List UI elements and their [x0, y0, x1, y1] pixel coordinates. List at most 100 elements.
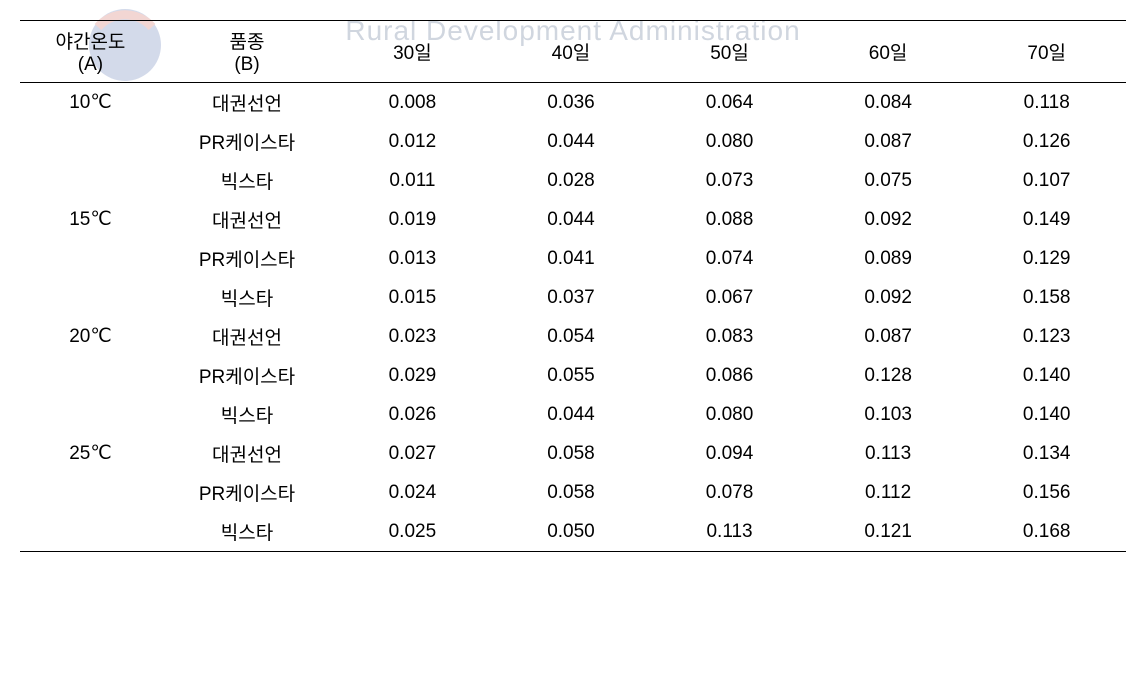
cell-value: 0.044	[492, 122, 651, 161]
table-row: 빅스타0.0250.0500.1130.1210.168	[20, 512, 1126, 552]
table-row: 20℃대권선언0.0230.0540.0830.0870.123	[20, 317, 1126, 356]
table-row: PR케이스타0.0290.0550.0860.1280.140	[20, 356, 1126, 395]
cell-value: 0.044	[492, 200, 651, 239]
cell-value: 0.078	[650, 473, 809, 512]
cell-value: 0.083	[650, 317, 809, 356]
cell-value: 0.064	[650, 83, 809, 123]
table-row: PR케이스타0.0120.0440.0800.0870.126	[20, 122, 1126, 161]
cell-temp	[20, 512, 161, 552]
cell-variety: PR케이스타	[161, 473, 333, 512]
cell-value: 0.024	[333, 473, 492, 512]
header-50: 50일	[650, 21, 809, 83]
cell-variety: PR케이스타	[161, 356, 333, 395]
cell-variety: 빅스타	[161, 161, 333, 200]
header-variety: 품종 (B)	[161, 21, 333, 83]
cell-value: 0.036	[492, 83, 651, 123]
table-row: 15℃대권선언0.0190.0440.0880.0920.149	[20, 200, 1126, 239]
table-row: 빅스타0.0260.0440.0800.1030.140	[20, 395, 1126, 434]
cell-temp	[20, 395, 161, 434]
cell-value: 0.025	[333, 512, 492, 552]
data-table: 야간온도 (A) 품종 (B) 30일 40일 50일 60일 70일 10℃대…	[20, 20, 1126, 552]
header-70: 70일	[967, 21, 1126, 83]
cell-value: 0.140	[967, 395, 1126, 434]
table-row: PR케이스타0.0240.0580.0780.1120.156	[20, 473, 1126, 512]
table-row: 빅스타0.0150.0370.0670.0920.158	[20, 278, 1126, 317]
cell-value: 0.123	[967, 317, 1126, 356]
cell-value: 0.092	[809, 200, 968, 239]
cell-variety: PR케이스타	[161, 239, 333, 278]
cell-temp	[20, 122, 161, 161]
cell-temp: 10℃	[20, 83, 161, 123]
cell-value: 0.084	[809, 83, 968, 123]
cell-variety: PR케이스타	[161, 122, 333, 161]
cell-value: 0.092	[809, 278, 968, 317]
cell-value: 0.080	[650, 395, 809, 434]
cell-variety: 빅스타	[161, 278, 333, 317]
cell-value: 0.140	[967, 356, 1126, 395]
cell-value: 0.037	[492, 278, 651, 317]
cell-value: 0.087	[809, 317, 968, 356]
cell-value: 0.129	[967, 239, 1126, 278]
cell-value: 0.168	[967, 512, 1126, 552]
cell-value: 0.088	[650, 200, 809, 239]
cell-temp: 20℃	[20, 317, 161, 356]
header-row: 야간온도 (A) 품종 (B) 30일 40일 50일 60일 70일	[20, 21, 1126, 83]
cell-temp	[20, 356, 161, 395]
cell-value: 0.118	[967, 83, 1126, 123]
cell-value: 0.012	[333, 122, 492, 161]
cell-value: 0.080	[650, 122, 809, 161]
table-row: PR케이스타0.0130.0410.0740.0890.129	[20, 239, 1126, 278]
cell-value: 0.026	[333, 395, 492, 434]
cell-value: 0.073	[650, 161, 809, 200]
table-row: 25℃대권선언0.0270.0580.0940.1130.134	[20, 434, 1126, 473]
cell-value: 0.156	[967, 473, 1126, 512]
cell-value: 0.028	[492, 161, 651, 200]
cell-value: 0.149	[967, 200, 1126, 239]
cell-value: 0.013	[333, 239, 492, 278]
cell-value: 0.113	[809, 434, 968, 473]
cell-temp	[20, 161, 161, 200]
header-variety-l2: (B)	[234, 54, 259, 75]
cell-value: 0.029	[333, 356, 492, 395]
cell-value: 0.074	[650, 239, 809, 278]
cell-value: 0.086	[650, 356, 809, 395]
cell-value: 0.121	[809, 512, 968, 552]
cell-temp	[20, 278, 161, 317]
header-temp: 야간온도 (A)	[20, 21, 161, 83]
header-40: 40일	[492, 21, 651, 83]
cell-value: 0.158	[967, 278, 1126, 317]
cell-value: 0.054	[492, 317, 651, 356]
cell-value: 0.058	[492, 434, 651, 473]
cell-value: 0.126	[967, 122, 1126, 161]
cell-value: 0.008	[333, 83, 492, 123]
cell-temp	[20, 473, 161, 512]
cell-temp: 15℃	[20, 200, 161, 239]
cell-variety: 대권선언	[161, 434, 333, 473]
cell-variety: 대권선언	[161, 317, 333, 356]
cell-variety: 빅스타	[161, 395, 333, 434]
cell-value: 0.027	[333, 434, 492, 473]
cell-variety: 대권선언	[161, 83, 333, 123]
cell-value: 0.041	[492, 239, 651, 278]
table-row: 10℃대권선언0.0080.0360.0640.0840.118	[20, 83, 1126, 123]
cell-value: 0.107	[967, 161, 1126, 200]
header-temp-l2: (A)	[78, 54, 103, 75]
cell-value: 0.023	[333, 317, 492, 356]
cell-value: 0.089	[809, 239, 968, 278]
cell-value: 0.050	[492, 512, 651, 552]
cell-temp: 25℃	[20, 434, 161, 473]
cell-value: 0.134	[967, 434, 1126, 473]
cell-value: 0.075	[809, 161, 968, 200]
cell-value: 0.112	[809, 473, 968, 512]
cell-value: 0.128	[809, 356, 968, 395]
cell-value: 0.011	[333, 161, 492, 200]
header-temp-l1: 야간온도	[55, 32, 125, 53]
cell-variety: 빅스타	[161, 512, 333, 552]
cell-value: 0.058	[492, 473, 651, 512]
cell-value: 0.044	[492, 395, 651, 434]
cell-value: 0.019	[333, 200, 492, 239]
cell-value: 0.055	[492, 356, 651, 395]
cell-value: 0.113	[650, 512, 809, 552]
header-30: 30일	[333, 21, 492, 83]
cell-value: 0.015	[333, 278, 492, 317]
